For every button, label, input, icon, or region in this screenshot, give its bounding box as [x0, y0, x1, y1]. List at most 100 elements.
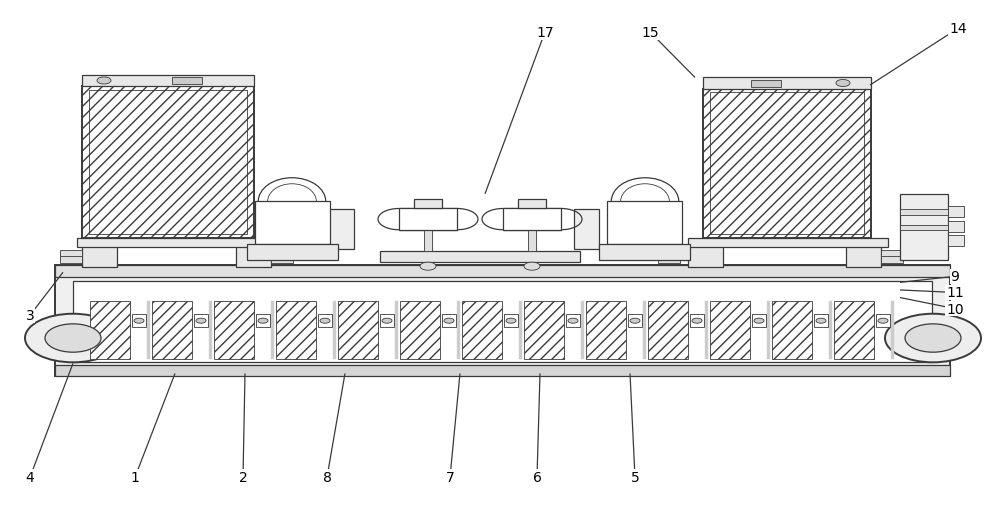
Bar: [751, 81, 781, 87]
Bar: [55, 265, 950, 376]
Bar: [55, 365, 950, 376]
Bar: [519, 301, 522, 360]
Bar: [89, 90, 247, 235]
Circle shape: [420, 263, 436, 271]
Bar: [271, 250, 293, 257]
Bar: [948, 221, 964, 232]
Bar: [710, 93, 864, 235]
Circle shape: [524, 263, 540, 271]
Text: 8: 8: [323, 470, 331, 484]
Bar: [690, 315, 704, 328]
Bar: [399, 209, 457, 230]
Bar: [318, 315, 332, 328]
Bar: [703, 78, 871, 89]
Bar: [518, 200, 546, 209]
Bar: [688, 245, 723, 268]
Bar: [881, 250, 903, 257]
Text: 17: 17: [536, 26, 554, 40]
Bar: [424, 230, 432, 251]
Circle shape: [506, 319, 516, 324]
Bar: [688, 238, 888, 247]
Bar: [395, 301, 398, 360]
Text: 5: 5: [631, 470, 639, 484]
Text: 4: 4: [26, 470, 34, 484]
Bar: [814, 315, 828, 328]
Bar: [132, 315, 146, 328]
Bar: [574, 210, 599, 250]
Bar: [524, 301, 564, 360]
Bar: [276, 301, 316, 360]
Circle shape: [25, 314, 121, 363]
Bar: [380, 251, 580, 263]
Bar: [948, 236, 964, 247]
Bar: [55, 265, 950, 278]
Bar: [834, 301, 874, 360]
Bar: [846, 245, 881, 268]
Bar: [767, 301, 770, 360]
Bar: [90, 301, 130, 360]
Bar: [236, 245, 271, 268]
Text: 10: 10: [946, 302, 964, 316]
Bar: [891, 301, 894, 360]
Bar: [710, 301, 750, 360]
Bar: [462, 301, 502, 360]
Text: 2: 2: [239, 470, 247, 484]
Bar: [209, 301, 212, 360]
Bar: [82, 87, 254, 238]
Bar: [900, 210, 948, 216]
Text: 9: 9: [951, 270, 959, 284]
Bar: [82, 76, 254, 87]
Bar: [504, 315, 518, 328]
Bar: [333, 301, 336, 360]
Bar: [566, 315, 580, 328]
Circle shape: [816, 319, 826, 324]
Bar: [271, 255, 293, 264]
Bar: [876, 315, 890, 328]
Bar: [503, 209, 561, 230]
Text: 14: 14: [949, 22, 967, 36]
Bar: [254, 202, 330, 245]
Text: 7: 7: [446, 470, 454, 484]
Text: 3: 3: [26, 309, 34, 323]
Circle shape: [692, 319, 702, 324]
Text: 6: 6: [533, 470, 541, 484]
Bar: [77, 238, 277, 247]
Circle shape: [45, 324, 101, 352]
Bar: [400, 301, 440, 360]
Circle shape: [320, 319, 330, 324]
Bar: [60, 255, 82, 264]
Bar: [607, 202, 682, 245]
Bar: [586, 301, 626, 360]
Circle shape: [905, 324, 961, 352]
Bar: [772, 301, 812, 360]
Bar: [442, 315, 456, 328]
Bar: [73, 281, 932, 362]
Bar: [900, 225, 948, 230]
Bar: [147, 301, 150, 360]
Circle shape: [134, 319, 144, 324]
Circle shape: [382, 319, 392, 324]
Bar: [380, 315, 394, 328]
Bar: [658, 255, 680, 264]
Bar: [246, 245, 338, 260]
Circle shape: [568, 319, 578, 324]
Bar: [414, 200, 442, 209]
Circle shape: [878, 319, 888, 324]
Circle shape: [444, 319, 454, 324]
Bar: [829, 301, 832, 360]
Bar: [82, 245, 117, 268]
Bar: [457, 301, 460, 360]
Text: 1: 1: [131, 470, 139, 484]
Bar: [581, 301, 584, 360]
Circle shape: [836, 80, 850, 87]
Text: 11: 11: [946, 286, 964, 300]
Bar: [705, 301, 708, 360]
Text: 15: 15: [641, 26, 659, 40]
Bar: [60, 250, 82, 257]
Bar: [172, 78, 202, 85]
Bar: [152, 301, 192, 360]
Bar: [628, 315, 642, 328]
Circle shape: [97, 78, 111, 85]
Circle shape: [630, 319, 640, 324]
Circle shape: [885, 314, 981, 363]
